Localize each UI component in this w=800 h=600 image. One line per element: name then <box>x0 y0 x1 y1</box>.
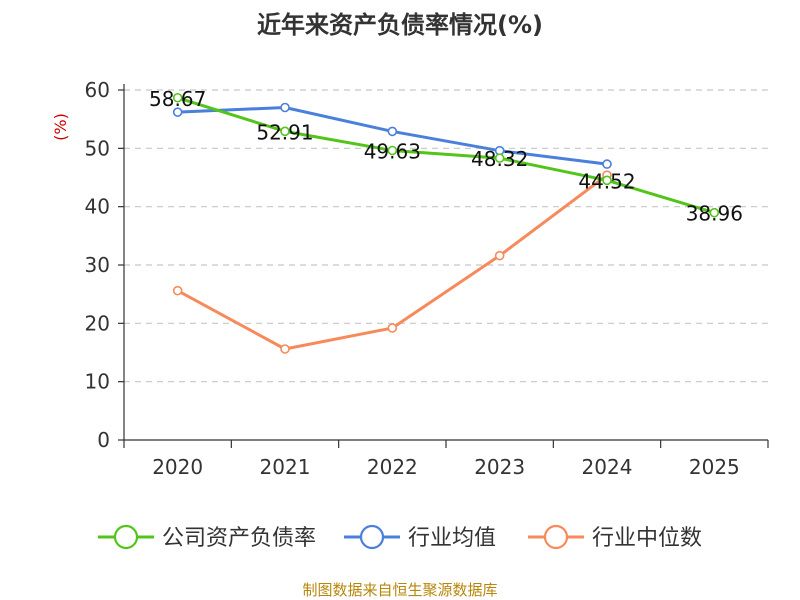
data-label: 49.63 <box>364 139 421 163</box>
data-point <box>709 207 720 218</box>
axes: 0 10 20 30 40 50 60 2020 2021 2022 2023 2024 2025 <box>85 78 769 479</box>
y-tick-label: 40 <box>85 195 110 219</box>
x-tick-label: 2022 <box>367 455 418 479</box>
legend[interactable]: 公司资产负债率 行业均值 行业中位数 <box>98 524 702 551</box>
legend-label: 行业均值 <box>408 526 496 551</box>
data-point <box>494 153 505 163</box>
x-tick-label: 2025 <box>689 455 740 479</box>
data-point <box>172 285 183 296</box>
legend-marker <box>113 524 139 550</box>
legend-label: 行业中位数 <box>592 526 702 551</box>
x-tick-label: 2020 <box>152 455 203 479</box>
data-label: 48.32 <box>471 147 528 171</box>
data-point <box>387 323 398 333</box>
y-tick-label: 0 <box>97 428 110 452</box>
legend-item[interactable]: 行业中位数 <box>528 524 702 551</box>
source-note: 制图数据来自恒生聚源数据库 <box>302 581 497 599</box>
legend-marker <box>359 524 385 550</box>
data-point <box>387 145 398 156</box>
y-axis-label: (%) <box>51 113 70 141</box>
data-point <box>602 175 612 186</box>
x-tick-label: 2023 <box>474 455 525 479</box>
data-point <box>280 344 290 354</box>
x-tick-label: 2021 <box>260 455 311 479</box>
chart-title: 近年来资产负债率情况(%) <box>257 11 543 39</box>
data-point <box>280 102 290 113</box>
gridlines <box>124 89 768 383</box>
data-point <box>387 126 398 137</box>
y-tick-label: 10 <box>85 370 110 394</box>
data-label: 52.91 <box>256 120 313 144</box>
y-tick-label: 30 <box>85 253 110 277</box>
x-tick-label: 2024 <box>582 455 633 479</box>
series-group <box>172 92 720 354</box>
legend-label: 公司资产负债率 <box>162 526 316 551</box>
y-tick-label: 60 <box>85 78 110 102</box>
data-point <box>280 126 290 137</box>
data-point <box>172 107 183 117</box>
data-label: 58.67 <box>149 87 206 111</box>
data-labels: 58.67 52.91 49.63 48.32 44.52 38.96 <box>149 87 743 226</box>
y-tick-label: 50 <box>85 136 110 160</box>
data-point <box>602 159 612 169</box>
y-tick-label: 20 <box>85 311 110 335</box>
series-line <box>177 96 715 215</box>
data-label: 44.52 <box>578 169 635 193</box>
legend-item[interactable]: 行业均值 <box>344 524 496 551</box>
data-point <box>494 250 505 261</box>
data-point <box>172 92 183 103</box>
legend-marker <box>543 524 569 550</box>
data-label: 38.96 <box>686 202 743 226</box>
legend-item[interactable]: 公司资产负债率 <box>98 524 316 551</box>
